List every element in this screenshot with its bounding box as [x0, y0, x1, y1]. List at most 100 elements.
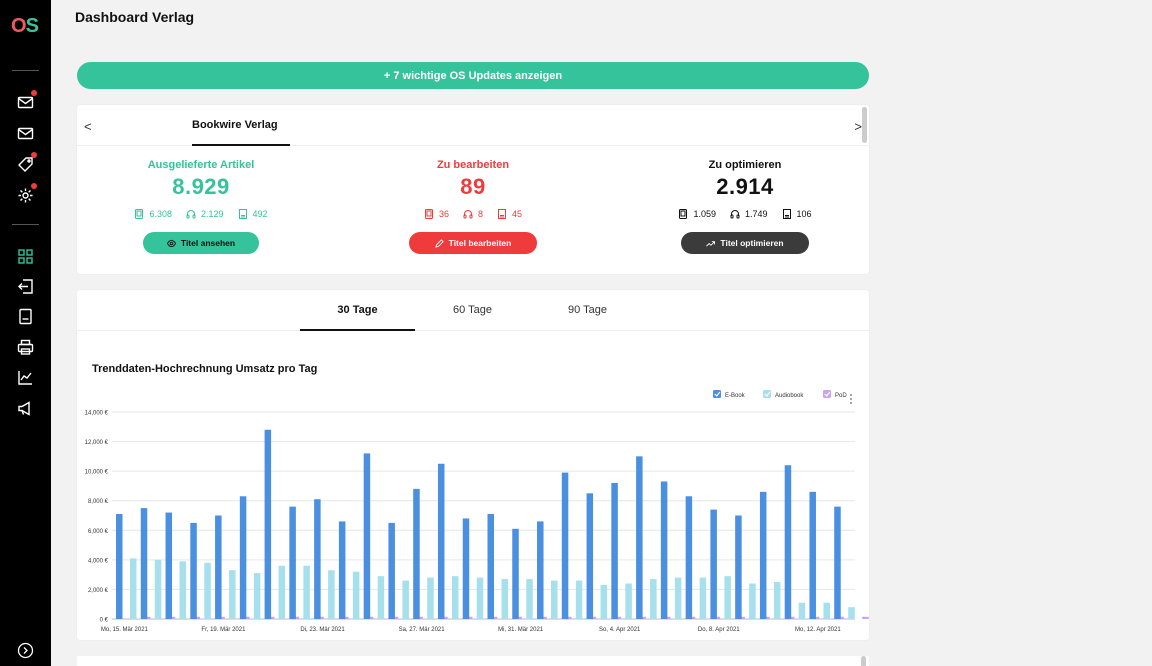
sidebar: OS [0, 0, 51, 666]
page-title: Dashboard Verlag [75, 9, 195, 25]
trending-up-icon [706, 240, 716, 247]
bar-audiobook [625, 583, 632, 619]
bar-audiobook [179, 561, 187, 619]
audiobook-count: 8 [463, 209, 483, 219]
y-tick-label: 8,000 € [88, 499, 109, 505]
print-book-icon [238, 209, 247, 219]
metric-to-edit: Zu bearbeiten 89 36 8 45 Titel bearbeite… [353, 159, 593, 254]
y-tick-label: 0 € [100, 618, 109, 624]
bar-ebook [140, 508, 148, 619]
bar-ebook [264, 429, 272, 619]
bar-audiobook [848, 607, 855, 619]
bar-audiobook [427, 577, 434, 619]
bar-audiobook [674, 577, 682, 619]
tabs-next-arrow[interactable]: > [854, 119, 862, 134]
chart-menu-icon [850, 402, 852, 404]
import-icon[interactable] [17, 278, 34, 295]
view-titles-button[interactable]: Titel ansehen [143, 232, 259, 254]
statistics-chart-icon[interactable] [17, 369, 34, 386]
bar-ebook [759, 491, 767, 619]
bar-ebook [660, 481, 668, 619]
tab-bookwire-verlag[interactable]: Bookwire Verlag [192, 119, 278, 131]
chart-menu-icon [850, 398, 852, 400]
active-range-indicator [300, 329, 415, 331]
expand-sidebar-icon[interactable] [17, 642, 34, 659]
show-updates-button[interactable]: + 7 wichtige OS Updates anzeigen [77, 62, 869, 89]
sidebar-divider [12, 224, 39, 225]
audiobook-count: 1.749 [730, 209, 768, 219]
ebook-icon[interactable] [17, 308, 34, 325]
bar-ebook [116, 514, 123, 619]
bar-audiobook [773, 582, 781, 619]
ebook-count: 36 [424, 209, 449, 219]
os-logo[interactable]: OS [11, 15, 39, 37]
tab-30-days[interactable]: 30 Tage [337, 304, 378, 316]
bar-ebook [289, 506, 296, 619]
x-tick-label: Di, 23. Mär 2021 [300, 627, 345, 633]
dashboard-grid-icon[interactable] [17, 248, 34, 265]
bar-audiobook [823, 602, 830, 619]
print-book-icon [498, 209, 506, 219]
bar-audiobook [575, 580, 583, 619]
bar-audiobook [724, 576, 731, 619]
ebook-icon [135, 209, 144, 219]
y-tick-label: 2,000 € [88, 588, 109, 594]
bar-ebook [586, 493, 594, 619]
bar-audiobook [551, 580, 558, 619]
x-tick-label: Mi, 31. Mär 2021 [498, 627, 544, 633]
edit-titles-button[interactable]: Titel bearbeiten [409, 232, 537, 254]
printer-icon[interactable] [17, 339, 34, 356]
legend-checkbox [713, 390, 721, 398]
bar-audiobook [303, 565, 310, 619]
tab-60-days[interactable]: 60 Tage [453, 304, 492, 316]
tabs-prev-arrow[interactable]: < [84, 119, 92, 134]
legend-label: Audiobook [775, 393, 804, 399]
bar-audiobook [130, 558, 137, 619]
headphones-icon [730, 210, 740, 219]
pencil-icon [434, 238, 444, 248]
bar-ebook [784, 465, 792, 619]
bar-audiobook [253, 573, 261, 619]
mail-icon[interactable] [17, 125, 34, 142]
scrollbar-thumb[interactable] [862, 107, 867, 143]
optimize-titles-button[interactable]: Titel optimieren [681, 232, 809, 254]
bar-ebook [685, 496, 693, 619]
bar-ebook [338, 521, 346, 619]
bar-ebook [636, 456, 643, 619]
bar-ebook [462, 518, 470, 619]
audiobook-count: 2.129 [186, 209, 224, 219]
x-tick-label: So, 4. Apr 2021 [599, 627, 641, 633]
metric-label: Ausgelieferte Artikel [147, 159, 255, 171]
x-tick-label: Do, 8. Apr 2021 [698, 627, 740, 633]
bar-ebook [388, 522, 395, 619]
x-tick-label: Fr, 19. Mär 2021 [201, 627, 246, 633]
scrollbar-thumb[interactable] [861, 656, 866, 666]
legend-check-icon [714, 391, 721, 397]
metric-value: 8.929 [172, 174, 230, 199]
bar-audiobook [699, 577, 707, 619]
legend-checkbox [763, 390, 771, 398]
bar-ebook [437, 463, 445, 619]
metric-label: Zu optimieren [708, 159, 782, 171]
pod-count: 45 [497, 209, 522, 219]
ebook-icon [424, 209, 433, 219]
marketing-megaphone-icon[interactable] [17, 400, 34, 417]
chart-title: Trenddaten-Hochrechnung Umsatz pro Tag [92, 363, 318, 375]
settings-gear-icon[interactable] [17, 183, 37, 204]
next-card [77, 656, 869, 666]
y-tick-label: 12,000 € [85, 440, 109, 446]
x-tick-label: Sa, 27. Mär 2021 [399, 627, 446, 633]
tab-90-days[interactable]: 90 Tage [568, 304, 607, 316]
bar-audiobook [476, 577, 484, 619]
bar-ebook [809, 491, 816, 619]
bar-audiobook [377, 576, 385, 619]
bar-ebook [710, 509, 717, 619]
mail-notification-icon[interactable] [17, 90, 37, 111]
bar-audiobook [278, 565, 286, 619]
active-tab-indicator [192, 144, 290, 146]
pod-count: 106 [782, 209, 812, 219]
bar-ebook [165, 512, 173, 619]
x-tick-label: Mo, 15. Mär 2021 [101, 627, 149, 633]
tag-icon[interactable] [17, 152, 37, 173]
trend-chart-card: 30 Tage 60 Tage 90 Tage Trenddaten-Hochr… [77, 290, 869, 640]
